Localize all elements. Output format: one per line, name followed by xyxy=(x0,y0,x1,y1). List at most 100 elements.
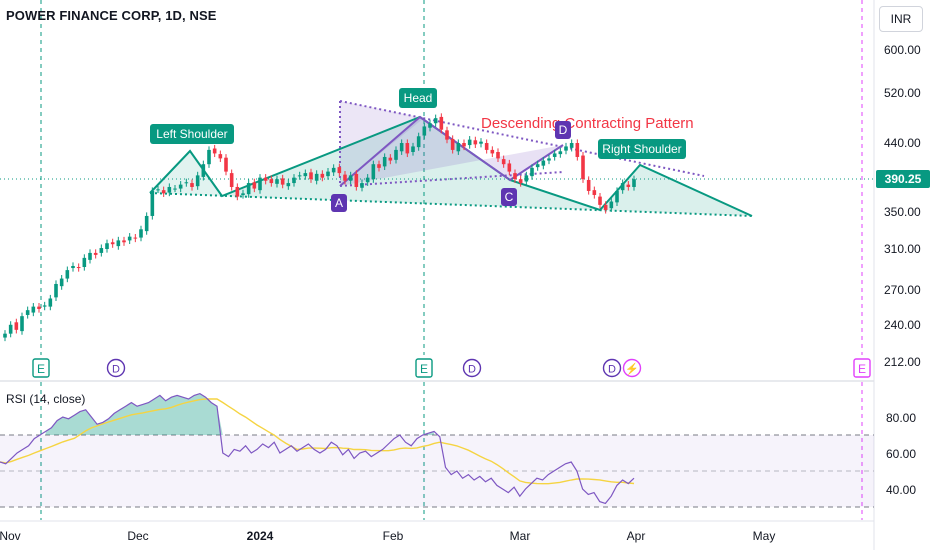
candle-body xyxy=(314,173,319,181)
candle-body xyxy=(42,305,47,307)
candle-body xyxy=(167,186,172,193)
candle-body xyxy=(292,177,296,184)
candle-body xyxy=(14,322,19,330)
svg-text:D: D xyxy=(468,364,476,376)
candle-body xyxy=(178,184,183,189)
svg-text:Head: Head xyxy=(404,91,433,105)
upper-trendline xyxy=(339,100,705,177)
candle-body xyxy=(263,177,268,181)
candle-body xyxy=(473,140,478,145)
currency-button[interactable]: INR xyxy=(879,6,923,32)
head-fill xyxy=(222,117,600,210)
candle-body xyxy=(377,164,381,168)
candle-body xyxy=(371,164,376,180)
candle-body xyxy=(156,189,160,191)
candle-body xyxy=(337,167,342,174)
candle-body xyxy=(76,267,81,269)
symbol-title[interactable]: POWER FINANCE CORP, 1D, NSE xyxy=(6,8,217,23)
candle-body xyxy=(518,179,523,184)
event-marker-dividend: D xyxy=(602,358,622,378)
candle-body xyxy=(530,167,534,177)
candle-body xyxy=(286,183,291,187)
left-shoulder-label: Left Shoulder xyxy=(150,124,234,144)
last-price-badge: 390.25 xyxy=(876,170,930,188)
time-tick-label: Apr xyxy=(627,529,646,543)
candle-body xyxy=(558,151,563,155)
right-shoulder-fill xyxy=(600,165,752,216)
svg-text:Left Shoulder: Left Shoulder xyxy=(156,127,227,141)
candle-body xyxy=(20,316,24,332)
price-tick-label: 520.00 xyxy=(884,86,921,100)
candle-body xyxy=(252,182,257,189)
rsi-ma-line xyxy=(0,398,635,485)
candle-body xyxy=(598,196,602,205)
candle-body xyxy=(445,130,449,140)
candle-body xyxy=(524,175,529,182)
candle-body xyxy=(99,248,104,253)
svg-text:D: D xyxy=(112,364,120,376)
event-marker-earnings: E xyxy=(32,358,50,378)
abcd-fill xyxy=(340,117,563,186)
price-tick-label: 350.00 xyxy=(884,205,921,219)
candle-body xyxy=(320,173,325,178)
candle-body xyxy=(31,306,36,313)
candle-body xyxy=(8,324,13,334)
candle-body xyxy=(229,173,234,187)
candle-body xyxy=(326,171,330,177)
candle-body xyxy=(411,146,415,153)
time-tick-label: Feb xyxy=(383,529,404,543)
point-a-label: A xyxy=(331,194,347,212)
candle-body xyxy=(615,190,619,203)
candle-body xyxy=(82,257,87,268)
left-shoulder-fill xyxy=(150,151,222,196)
rsi-line xyxy=(0,392,635,505)
candle-body xyxy=(632,179,636,187)
svg-text:A: A xyxy=(335,196,343,210)
candle-body xyxy=(354,173,359,187)
candle-body xyxy=(581,155,585,180)
candle-body xyxy=(184,182,189,184)
rsi-title[interactable]: RSI (14, close) xyxy=(6,392,86,406)
candle-body xyxy=(609,201,614,209)
candle-body xyxy=(513,173,517,180)
candle-body xyxy=(54,283,58,298)
candle-body xyxy=(620,183,625,191)
svg-text:C: C xyxy=(505,190,514,204)
candle-body xyxy=(246,183,251,195)
candle-body xyxy=(626,184,631,187)
candle-body xyxy=(235,186,240,197)
price-tick-label: 310.00 xyxy=(884,242,921,256)
svg-text:Right Shoulder: Right Shoulder xyxy=(602,142,681,156)
candle-body xyxy=(360,183,364,188)
right-shoulder-label: Right Shoulder xyxy=(598,139,686,159)
pattern-triangle-fill xyxy=(340,101,424,186)
svg-text:E: E xyxy=(37,362,45,376)
candle-body xyxy=(212,148,217,154)
candle-body xyxy=(48,298,53,307)
candle-body xyxy=(105,243,109,250)
candle-body xyxy=(190,183,194,187)
candle-body xyxy=(343,174,347,181)
rsi-tick-label: 60.00 xyxy=(886,447,916,461)
time-tick-label: May xyxy=(753,529,776,543)
candle-body xyxy=(25,310,30,315)
candle-body xyxy=(467,139,472,146)
candle-body xyxy=(161,190,166,194)
point-d-label: D xyxy=(555,121,571,139)
candle-body xyxy=(139,229,143,238)
time-tick-label: 2024 xyxy=(247,529,274,543)
time-tick-label: Nov xyxy=(0,529,21,543)
candle-body xyxy=(382,156,387,167)
svg-text:E: E xyxy=(858,362,866,376)
candle-body xyxy=(207,149,211,165)
candle-body xyxy=(535,164,540,168)
candle-body xyxy=(496,152,500,159)
candle-body xyxy=(388,157,393,161)
candle-body xyxy=(592,190,597,195)
candle-body xyxy=(258,177,262,191)
event-marker-dividend: D xyxy=(462,358,482,378)
candle-body xyxy=(269,179,274,184)
svg-text:E: E xyxy=(420,362,428,376)
